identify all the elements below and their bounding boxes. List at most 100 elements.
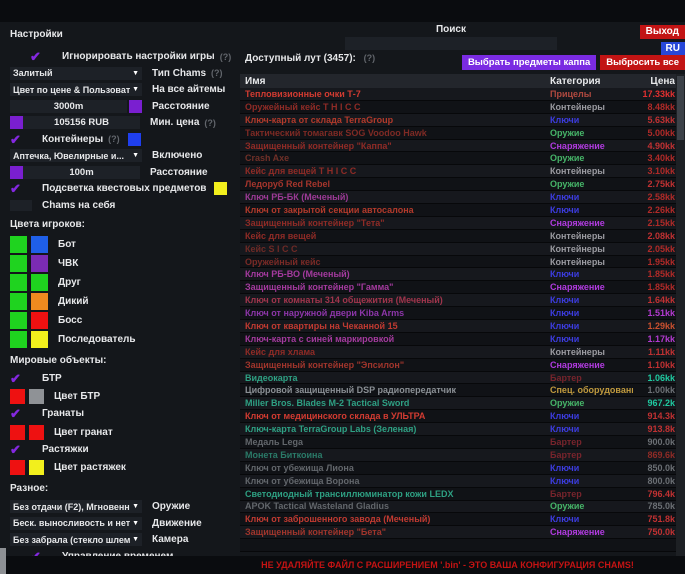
bottom-bar: НЕ УДАЛЯЙТЕ ФАЙЛ С РАСШИРЕНИЕМ '.bin' - …	[0, 556, 685, 574]
loot-item-name: Тепловизионные очки Т-7	[245, 88, 361, 99]
loot-table-row[interactable]: Защищенный контейнер "Эпсилон" Снаряжение…	[240, 358, 685, 372]
search-input[interactable]	[345, 37, 557, 50]
checkbox[interactable]: ✔	[30, 49, 41, 64]
loot-table-row[interactable]: Ключ РБ-ВО (Меченый) Ключи 1.85kk	[240, 268, 685, 282]
loot-scrollbar-thumb[interactable]	[677, 76, 684, 140]
color-swatch-secondary[interactable]	[29, 389, 44, 404]
color-swatch-secondary[interactable]	[31, 292, 48, 310]
loot-table-row[interactable]: Тепловизионные очки Т-7 Прицелы 17.33kk	[240, 88, 685, 101]
checkbox[interactable]: ✔	[10, 370, 21, 386]
loot-table-row[interactable]: Кейс для хлама Контейнеры 1.11kk	[240, 345, 685, 359]
loot-item-price: 850.0k	[647, 462, 675, 473]
color-swatch-secondary[interactable]	[29, 460, 44, 475]
color-swatch-primary[interactable]	[10, 254, 27, 272]
loot-table-row[interactable]: Защищенный контейнер "Каппа" Снаряжение 4.…	[240, 139, 685, 153]
loot-table-row[interactable]: Ледоруб Red Rebel Оружие 2.75kk	[240, 178, 685, 192]
color-swatch[interactable]	[127, 132, 141, 146]
color-swatch-primary[interactable]	[10, 292, 27, 310]
loot-table-row[interactable]: Оружейный кейс Контейнеры 1.95kk	[240, 255, 685, 269]
text-input[interactable]: 105156 RUB	[23, 116, 140, 129]
color-swatch-primary[interactable]	[10, 235, 27, 253]
loot-table-row[interactable]: Светодиодный трансиллюминатор кожи LEDX Б…	[240, 487, 685, 501]
resize-grip[interactable]	[0, 548, 6, 574]
loot-table-row[interactable]: Тактический томагавк SOG Voodoo Hawk Оруж…	[240, 126, 685, 140]
loot-table-row[interactable]: Miller Bros. Blades M-2 Tactical Sword Ор…	[240, 397, 685, 411]
color-swatch[interactable]	[129, 99, 142, 113]
loot-table-row[interactable]: Ключ-карта от склада TerraGroup Ключи 5.63…	[240, 113, 685, 127]
color-swatch[interactable]	[10, 116, 23, 129]
loot-table-row[interactable]: Ключ от квартиры на Чеканной 15 Ключи 1.29…	[240, 320, 685, 333]
loot-panel: Доступный лут (3457): (?) Выбрать предме…	[240, 22, 685, 556]
check-row: ✔ Подсветка квестовых предметов	[10, 182, 240, 195]
color-swatch[interactable]	[214, 182, 228, 195]
loot-table-row[interactable]: Кейс S I C C Контейнеры 2.05kk	[240, 242, 685, 256]
dropdown[interactable]: Беск. выносливость и нет уста▼	[10, 516, 142, 530]
language-button[interactable]: RU	[660, 42, 685, 56]
color-swatch-secondary[interactable]	[31, 330, 48, 348]
color-swatch-primary[interactable]	[10, 273, 27, 291]
select-kappa-items-button[interactable]: Выбрать предметы каппа	[461, 55, 597, 70]
loot-table-row[interactable]: Кейс для вещей Контейнеры 2.08kk	[240, 229, 685, 243]
text-input[interactable]: 100m	[23, 165, 140, 179]
loot-table-row[interactable]: Ключ от наружной двери Kiba Arms Ключи 1.5…	[240, 307, 685, 321]
dropdown[interactable]: Без забрала (стекло шлема) ▼	[10, 533, 142, 546]
color-swatch-primary[interactable]	[10, 389, 25, 404]
loot-table-row[interactable]: Ключ РБ-БК (Меченый) Ключи 2.58kk	[240, 191, 685, 205]
loot-table-row[interactable]: Оружейный кейс T H I C C Контейнеры 8.48kk	[240, 100, 685, 114]
loot-table-row[interactable]: Медаль Lega Бартер 900.0k	[240, 436, 685, 449]
dropdown[interactable]: Залитый ▼	[10, 66, 142, 80]
help-icon: (?)	[204, 117, 216, 128]
exit-button[interactable]: Выход	[639, 25, 685, 39]
color-swatch-primary[interactable]	[10, 424, 25, 440]
loot-table-row[interactable]: Ключ-карта с синей маркировкой Ключи 1.17k…	[240, 332, 685, 346]
loot-item-category: Бартер	[550, 372, 582, 383]
loot-table-row[interactable]: Защищенный контейнер "Гамма" Снаряжение 1.…	[240, 281, 685, 295]
text-input[interactable]: 3000m	[10, 99, 127, 113]
checkbox[interactable]: ✔	[10, 406, 21, 421]
color-swatch-secondary[interactable]	[31, 311, 48, 329]
loot-table-row[interactable]: Ключ от закрытой секции автосалона Ключи 2…	[240, 204, 685, 217]
color-swatch-primary[interactable]	[10, 330, 27, 348]
loot-table-row[interactable]: Ключ от убежища Лиона Ключи 850.0k	[240, 461, 685, 475]
settings-sidebar: Настройки ✔ Игнорировать настройки игры (?…	[0, 22, 240, 556]
loot-table-row[interactable]: APOK Tactical Wasteland Gladius Оружие 785…	[240, 500, 685, 514]
loot-table-row[interactable]: Кейс для вещей T H I C C Контейнеры 3.10kk	[240, 165, 685, 179]
dropdown[interactable]: Без отдачи (F2), Мгновенное п▼	[10, 500, 142, 513]
loot-item-category: Бартер	[550, 449, 582, 460]
loot-table-row[interactable]: Crash Axe Оружие 3.40kk	[240, 152, 685, 166]
checkbox[interactable]: ✔	[10, 131, 21, 147]
loot-table-row[interactable]: Ключ-карта TerraGroup Labs (Зеленая) Ключ…	[240, 423, 685, 437]
color-swatch-secondary[interactable]	[29, 424, 44, 440]
loot-table-row[interactable]: Монета Биткоина Бартер 869.6k	[240, 448, 685, 462]
loot-table-row[interactable]: Ключ от медицинского склада в УЛЬТРА Ключ…	[240, 410, 685, 424]
checkbox[interactable]: ✔	[30, 548, 41, 557]
loot-table-row[interactable]: Защищенный контейнер "Бета" Снаряжение 750…	[240, 526, 685, 540]
loot-scrollbar[interactable]	[676, 74, 685, 556]
color-swatch-primary[interactable]	[10, 460, 25, 475]
loot-table-row[interactable]: Защищенный контейнер "Тета" Снаряжение 2.1…	[240, 216, 685, 230]
loot-item-category: Оружие	[550, 179, 585, 190]
loot-table-row[interactable]: Ключ от заброшенного завода (Меченый) Клю…	[240, 513, 685, 527]
checkbox[interactable]: ✔	[10, 441, 21, 457]
color-swatch-secondary[interactable]	[31, 254, 48, 272]
config-warning-text: НЕ УДАЛЯЙТЕ ФАЙЛ С РАСШИРЕНИЕМ '.bin' - …	[261, 560, 634, 570]
loot-table-row[interactable]: Ключ от убежища Ворона Ключи 800.0k	[240, 474, 685, 488]
loot-item-name: Ключ от убежища Ворона	[245, 475, 360, 486]
loot-table-row[interactable]	[240, 539, 685, 553]
color-swatch-primary[interactable]	[10, 311, 27, 329]
loot-table-row[interactable]: Ключ от комнаты 314 общежития (Меченый) К…	[240, 294, 685, 308]
chevron-down-icon: ▼	[132, 519, 139, 527]
checkbox-label: Гранаты	[42, 408, 84, 419]
loot-item-category: Ключи	[550, 320, 580, 331]
color-swatch[interactable]	[10, 165, 23, 179]
color-swatch-secondary[interactable]	[31, 235, 48, 253]
discard-all-button[interactable]: Выбросить все	[600, 55, 685, 70]
loot-table-row[interactable]: Видеокарта Бартер 1.06kk	[240, 371, 685, 385]
dropdown[interactable]: Аптечка, Ювелирные и... ▼	[10, 149, 142, 162]
dropdown[interactable]: Цвет по цене & Пользователям▼	[10, 83, 142, 96]
loot-table-row[interactable]: Цифровой защищенный DSP радиопередатчик С…	[240, 384, 685, 398]
loot-item-price: 5.63kk	[647, 114, 675, 125]
checkbox[interactable]: ✔	[10, 181, 21, 196]
color-swatch-secondary[interactable]	[31, 273, 48, 291]
checkbox[interactable]	[10, 199, 32, 211]
